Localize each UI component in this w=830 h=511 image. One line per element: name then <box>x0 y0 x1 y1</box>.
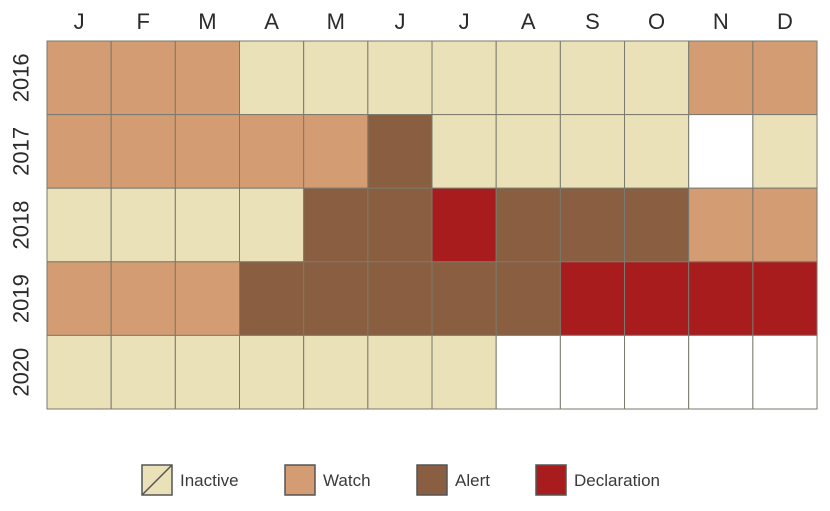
heatmap-cell-2019-3 <box>174 261 241 336</box>
month-label-3: M <box>198 9 216 34</box>
legend-item-declaration: Declaration <box>535 464 660 496</box>
legend-swatch-alert <box>416 464 448 496</box>
month-label-2: F <box>137 9 150 34</box>
heatmap-cell-2017-9 <box>559 114 626 189</box>
month-label-8: A <box>521 9 536 34</box>
month-label-1: J <box>74 9 85 34</box>
heatmap-cell-2017-3 <box>174 114 241 189</box>
heatmap-cell-2020-2 <box>110 334 176 410</box>
heatmap-cell-2016-2 <box>110 40 176 116</box>
heatmap-cell-2017-5 <box>303 114 369 189</box>
month-label-5: M <box>327 9 345 34</box>
month-label-12: D <box>777 9 793 34</box>
heatmap-cell-2017-10 <box>624 114 690 189</box>
heatmap-cell-2020-3 <box>174 334 241 410</box>
heatmap-cell-2018-5 <box>303 187 369 263</box>
heatmap-cell-2016-3 <box>174 40 241 116</box>
heatmap-cell-2019-11 <box>688 261 754 336</box>
heatmap-cell-2017-4 <box>239 114 305 189</box>
heatmap-cell-2019-9 <box>559 261 626 336</box>
heatmap-cell-2019-1 <box>46 261 112 336</box>
heatmap-cell-2016-12 <box>752 40 818 116</box>
heatmap-cell-2020-11 <box>688 334 754 410</box>
heatmap-cell-2020-5 <box>303 334 369 410</box>
heatmap-cell-2017-12 <box>752 114 818 189</box>
heatmap-cell-2018-2 <box>110 187 176 263</box>
heatmap-cell-2020-8 <box>495 334 561 410</box>
heatmap-cell-2020-10 <box>624 334 690 410</box>
year-label-2018: 2018 <box>9 201 34 250</box>
legend-label-watch: Watch <box>323 471 371 490</box>
legend-swatch-diagonal <box>141 464 173 496</box>
legend-item-alert: Alert <box>416 464 490 496</box>
legend: Inactive Watch Alert Declaration <box>141 464 660 496</box>
heatmap-cell-2019-5 <box>303 261 369 336</box>
legend-label-inactive: Inactive <box>180 471 239 490</box>
heatmap-cell-2018-1 <box>46 187 112 263</box>
heatmap-cell-2017-1 <box>46 114 112 189</box>
month-label-7: J <box>459 9 470 34</box>
heatmap-cell-2018-3 <box>174 187 241 263</box>
heatmap-cell-2020-12 <box>752 334 818 410</box>
heatmap-cell-2017-8 <box>495 114 561 189</box>
legend-swatch-watch <box>284 464 316 496</box>
year-axis-labels: 2016 2017 2018 2019 2020 <box>9 53 34 396</box>
heatmap-cell-2016-8 <box>495 40 561 116</box>
heatmap-cell-2018-4 <box>239 187 305 263</box>
heatmap-cell-2018-9 <box>559 187 626 263</box>
heatmap-cell-2016-5 <box>303 40 369 116</box>
heatmap-cell-2019-10 <box>624 261 690 336</box>
heatmap-cell-2019-7 <box>431 261 497 336</box>
heatmap-cell-2018-8 <box>495 187 561 263</box>
heatmap-cell-2017-11 <box>688 114 754 189</box>
heatmap-cell-2020-7 <box>431 334 497 410</box>
heatmap-cell-2020-6 <box>367 334 433 410</box>
month-label-10: O <box>648 9 665 34</box>
heatmap-cell-2020-9 <box>559 334 626 410</box>
heatmap-cell-2019-4 <box>239 261 305 336</box>
year-label-2019: 2019 <box>9 274 34 323</box>
year-label-2017: 2017 <box>9 127 34 176</box>
year-label-2020: 2020 <box>9 348 34 397</box>
legend-label-alert: Alert <box>455 471 490 490</box>
heatmap-cell-2018-6 <box>367 187 433 263</box>
heatmap-cell-2018-10 <box>624 187 690 263</box>
legend-item-inactive: Inactive <box>141 464 239 496</box>
heatmap-cell-2016-9 <box>559 40 626 116</box>
heatmap-cell-2020-4 <box>239 334 305 410</box>
legend-swatch-declaration <box>535 464 567 496</box>
heatmap-cell-2019-12 <box>752 261 818 336</box>
heatmap-cell-2019-8 <box>495 261 561 336</box>
month-label-6: J <box>394 9 405 34</box>
heatmap-cell-2016-10 <box>624 40 690 116</box>
heatmap-cells <box>46 40 818 410</box>
heatmap-cell-2017-7 <box>431 114 497 189</box>
legend-item-watch: Watch <box>284 464 371 496</box>
month-label-4: A <box>264 9 279 34</box>
month-label-9: S <box>585 9 600 34</box>
heatmap-cell-2018-7 <box>431 187 497 263</box>
heatmap-cell-2016-4 <box>239 40 305 116</box>
heatmap-cell-2016-7 <box>431 40 497 116</box>
heatmap-cell-2018-11 <box>688 187 754 263</box>
heatmap-cell-2019-2 <box>110 261 176 336</box>
legend-label-declaration: Declaration <box>574 471 660 490</box>
heatmap-cell-2017-2 <box>110 114 176 189</box>
heatmap-cell-2016-11 <box>688 40 754 116</box>
heatmap-cell-2017-6 <box>367 114 433 189</box>
heatmap-cell-2019-6 <box>367 261 433 336</box>
heatmap-cell-2020-1 <box>46 334 112 410</box>
year-label-2016: 2016 <box>9 53 34 102</box>
heatmap-cell-2018-12 <box>752 187 818 263</box>
heatmap-cell-2016-1 <box>46 40 112 116</box>
month-label-11: N <box>713 9 729 34</box>
heatmap-cell-2016-6 <box>367 40 433 116</box>
